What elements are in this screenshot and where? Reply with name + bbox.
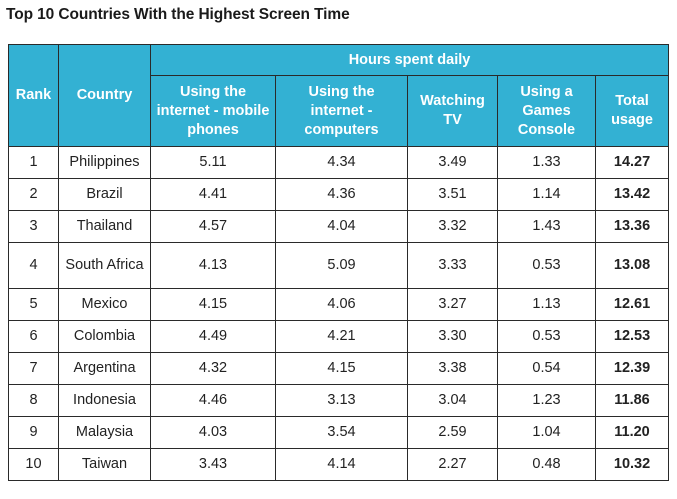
cell-tv: 3.51 <box>407 178 498 211</box>
cell-console: 1.43 <box>497 210 596 243</box>
cell-country: Indonesia <box>58 384 151 417</box>
cell-rank: 6 <box>8 320 59 353</box>
cell-rank: 3 <box>8 210 59 243</box>
cell-total: 11.86 <box>594 384 670 417</box>
cell-computers: 3.54 <box>275 416 408 449</box>
cell-console: 0.53 <box>497 242 596 289</box>
cell-country: Philippines <box>58 146 151 179</box>
cell-console: 0.48 <box>497 448 596 481</box>
cell-console: 0.54 <box>497 352 596 385</box>
cell-mobile: 4.03 <box>150 416 276 449</box>
cell-computers: 4.14 <box>275 448 408 481</box>
cell-computers: 4.04 <box>275 210 408 243</box>
cell-mobile: 3.43 <box>150 448 276 481</box>
cell-tv: 3.33 <box>407 242 498 289</box>
cell-computers: 4.36 <box>275 178 408 211</box>
cell-country: Thailand <box>58 210 151 243</box>
cell-computers: 4.34 <box>275 146 408 179</box>
cell-rank: 2 <box>8 178 59 211</box>
cell-mobile: 4.13 <box>150 242 276 289</box>
cell-mobile: 4.15 <box>150 288 276 321</box>
cell-tv: 3.30 <box>407 320 498 353</box>
cell-mobile: 4.49 <box>150 320 276 353</box>
cell-rank: 5 <box>8 288 59 321</box>
cell-mobile: 4.46 <box>150 384 276 417</box>
header-row-group: Rank Country Hours spent daily <box>8 44 670 147</box>
cell-mobile: 4.32 <box>150 352 276 385</box>
cell-total: 12.39 <box>594 352 670 385</box>
cell-total: 11.20 <box>594 416 670 449</box>
column-header-tv: Watching TV <box>407 75 498 147</box>
screen-time-table: Rank Country Hours spent daily Using the… <box>8 44 670 481</box>
cell-total: 14.27 <box>594 146 670 179</box>
cell-rank: 9 <box>8 416 59 449</box>
cell-tv: 3.38 <box>407 352 498 385</box>
page-title: Top 10 Countries With the Highest Screen… <box>6 6 350 23</box>
cell-console: 0.53 <box>497 320 596 353</box>
cell-tv: 3.49 <box>407 146 498 179</box>
cell-tv: 3.32 <box>407 210 498 243</box>
cell-mobile: 5.11 <box>150 146 276 179</box>
cell-rank: 4 <box>8 242 59 289</box>
column-header-mobile: Using the internet - mobile phones <box>150 75 276 147</box>
cell-total: 13.42 <box>594 178 670 211</box>
cell-total: 12.61 <box>594 288 670 321</box>
cell-country: Malaysia <box>58 416 151 449</box>
table-row: 4 South Africa 4.13 5.09 3.33 0.53 13.08 <box>8 242 670 289</box>
header-row-columns: Using the internet - mobile phones Using… <box>9 75 670 147</box>
cell-computers: 4.21 <box>275 320 408 353</box>
cell-computers: 3.13 <box>275 384 408 417</box>
cell-rank: 1 <box>8 146 59 179</box>
table-row: 5 Mexico 4.15 4.06 3.27 1.13 12.61 <box>8 288 670 321</box>
cell-console: 1.33 <box>497 146 596 179</box>
cell-computers: 4.06 <box>275 288 408 321</box>
cell-country: Colombia <box>58 320 151 353</box>
cell-country: Mexico <box>58 288 151 321</box>
table-row: 7 Argentina 4.32 4.15 3.38 0.54 12.39 <box>8 352 670 385</box>
cell-country: Brazil <box>58 178 151 211</box>
cell-rank: 8 <box>8 384 59 417</box>
cell-rank: 7 <box>8 352 59 385</box>
cell-mobile: 4.57 <box>150 210 276 243</box>
table-row: 8 Indonesia 4.46 3.13 3.04 1.23 11.86 <box>8 384 670 417</box>
cell-tv: 2.27 <box>407 448 498 481</box>
cell-tv: 3.27 <box>407 288 498 321</box>
column-header-rank: Rank <box>8 44 59 147</box>
column-header-total: Total usage <box>594 75 670 147</box>
cell-country: Taiwan <box>58 448 151 481</box>
column-header-country: Country <box>58 44 151 147</box>
cell-console: 1.23 <box>497 384 596 417</box>
cell-total: 13.36 <box>594 210 670 243</box>
cell-computers: 5.09 <box>275 242 408 289</box>
cell-tv: 3.04 <box>407 384 498 417</box>
cell-console: 1.04 <box>497 416 596 449</box>
table-row: 6 Colombia 4.49 4.21 3.30 0.53 12.53 <box>8 320 670 353</box>
cell-total: 13.08 <box>594 242 670 289</box>
cell-console: 1.14 <box>497 178 596 211</box>
cell-console: 1.13 <box>497 288 596 321</box>
column-header-computers: Using the internet - computers <box>275 75 408 147</box>
cell-total: 12.53 <box>594 320 670 353</box>
table-row: 10 Taiwan 3.43 4.14 2.27 0.48 10.32 <box>8 448 670 481</box>
column-header-console: Using a Games Console <box>497 75 596 147</box>
group-header-hours: Hours spent daily <box>149 44 670 76</box>
table-row: 3 Thailand 4.57 4.04 3.32 1.43 13.36 <box>8 210 670 243</box>
cell-rank: 10 <box>8 448 59 481</box>
table-row: 1 Philippines 5.11 4.34 3.49 1.33 14.27 <box>8 146 670 179</box>
cell-total: 10.32 <box>594 448 670 481</box>
table-row: 9 Malaysia 4.03 3.54 2.59 1.04 11.20 <box>8 416 670 449</box>
table-row: 2 Brazil 4.41 4.36 3.51 1.14 13.42 <box>8 178 670 211</box>
cell-country: Argentina <box>58 352 151 385</box>
cell-mobile: 4.41 <box>150 178 276 211</box>
cell-country: South Africa <box>58 242 151 289</box>
cell-tv: 2.59 <box>407 416 498 449</box>
cell-computers: 4.15 <box>275 352 408 385</box>
